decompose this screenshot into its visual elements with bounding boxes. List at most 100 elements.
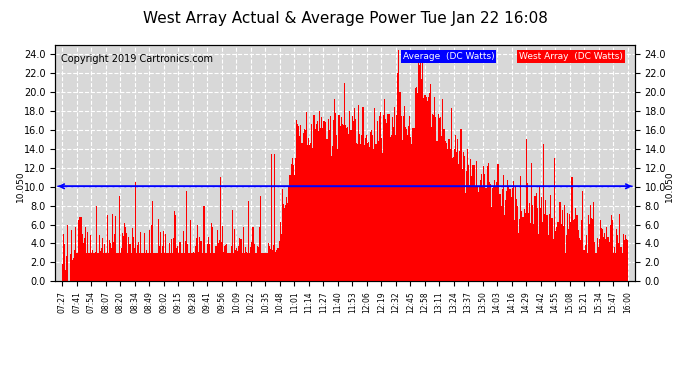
Bar <box>568 230 569 281</box>
Bar <box>382 153 383 281</box>
Bar <box>586 253 588 281</box>
Bar <box>368 142 369 281</box>
Bar <box>336 135 337 281</box>
Bar <box>121 233 123 281</box>
Bar <box>126 233 127 281</box>
Bar <box>201 242 202 281</box>
Bar <box>74 249 75 281</box>
Bar <box>428 97 429 281</box>
Bar <box>251 243 253 281</box>
Bar <box>224 246 225 281</box>
Bar <box>210 253 211 281</box>
Bar <box>418 60 419 281</box>
Bar <box>181 253 183 281</box>
Bar <box>200 241 201 281</box>
Bar <box>186 192 187 281</box>
Bar <box>555 231 556 281</box>
Bar <box>573 219 575 281</box>
Bar <box>448 140 450 281</box>
Bar <box>406 129 407 281</box>
Bar <box>173 238 174 281</box>
Bar <box>155 253 157 281</box>
Bar <box>386 123 388 281</box>
Bar <box>93 253 95 281</box>
Bar <box>113 242 114 281</box>
Bar <box>163 231 164 281</box>
Bar <box>604 232 605 281</box>
Bar <box>262 253 264 281</box>
Bar <box>618 243 620 281</box>
Bar <box>324 122 326 281</box>
Bar <box>428 93 430 281</box>
Bar <box>447 149 448 281</box>
Bar <box>304 129 305 281</box>
Bar <box>411 144 413 281</box>
Bar <box>161 253 162 281</box>
Bar <box>195 246 196 281</box>
Bar <box>194 253 195 281</box>
Bar <box>367 143 368 281</box>
Bar <box>313 115 315 281</box>
Bar <box>222 226 223 281</box>
Bar <box>243 226 244 281</box>
Bar <box>279 222 281 281</box>
Bar <box>190 220 192 281</box>
Bar <box>217 243 219 281</box>
Bar <box>550 195 551 281</box>
Bar <box>473 165 475 281</box>
Bar <box>78 220 79 281</box>
Bar <box>584 245 586 281</box>
Bar <box>402 140 403 281</box>
Bar <box>239 238 241 281</box>
Bar <box>452 158 453 281</box>
Bar <box>328 130 330 281</box>
Bar <box>482 187 483 281</box>
Bar <box>287 203 288 281</box>
Bar <box>526 140 527 281</box>
Bar <box>283 204 284 281</box>
Bar <box>390 137 391 281</box>
Bar <box>326 139 328 281</box>
Bar <box>299 136 300 281</box>
Bar <box>581 220 582 281</box>
Bar <box>541 196 542 281</box>
Bar <box>434 97 435 281</box>
Bar <box>158 219 159 281</box>
Bar <box>295 158 296 281</box>
Bar <box>164 253 166 281</box>
Bar <box>345 125 346 281</box>
Bar <box>65 270 66 281</box>
Bar <box>527 183 528 281</box>
Bar <box>140 232 141 281</box>
Bar <box>494 180 495 281</box>
Bar <box>437 114 439 281</box>
Bar <box>188 253 189 281</box>
Bar <box>624 240 625 281</box>
Bar <box>385 119 386 281</box>
Bar <box>495 187 496 281</box>
Bar <box>538 234 539 281</box>
Bar <box>504 215 505 281</box>
Bar <box>426 101 428 281</box>
Bar <box>419 64 420 281</box>
Bar <box>497 164 499 281</box>
Bar <box>518 233 519 281</box>
Text: West Array Actual & Average Power Tue Jan 22 16:08: West Array Actual & Average Power Tue Ja… <box>143 11 547 26</box>
Text: 10.050: 10.050 <box>665 171 674 202</box>
Bar <box>462 152 464 281</box>
Bar <box>170 253 171 281</box>
Bar <box>514 220 515 281</box>
Bar <box>202 253 204 281</box>
Bar <box>64 244 65 281</box>
Bar <box>421 79 422 281</box>
Bar <box>582 192 584 281</box>
Bar <box>542 222 543 281</box>
Bar <box>206 253 207 281</box>
Bar <box>524 213 526 281</box>
Bar <box>404 106 405 281</box>
Bar <box>351 116 353 281</box>
Bar <box>189 253 190 281</box>
Bar <box>315 124 317 281</box>
Bar <box>609 225 611 281</box>
Bar <box>433 115 434 281</box>
